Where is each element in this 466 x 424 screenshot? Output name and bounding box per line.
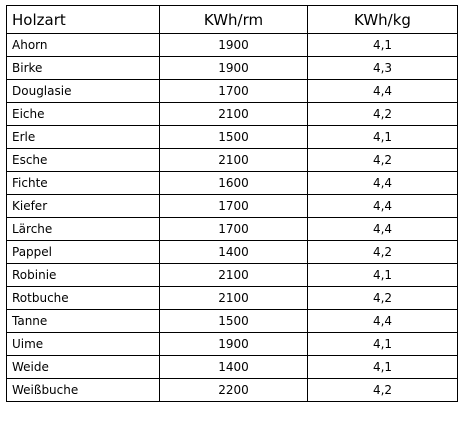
cell-kwh-rm: 1700 <box>159 79 308 103</box>
cell-holzart: Weißbuche <box>6 378 160 402</box>
cell-kwh-kg: 4,2 <box>307 240 458 264</box>
cell-kwh-kg: 4,2 <box>307 102 458 126</box>
cell-kwh-rm: 1900 <box>159 332 308 356</box>
cell-holzart: Weide <box>6 355 160 379</box>
cell-kwh-rm: 1900 <box>159 33 308 57</box>
table-row: Ahorn 1900 4,1 <box>6 33 458 57</box>
cell-kwh-rm: 1600 <box>159 171 308 195</box>
cell-kwh-rm: 1500 <box>159 125 308 149</box>
cell-kwh-kg: 4,1 <box>307 355 458 379</box>
table-row: Uime 1900 4,1 <box>6 332 458 356</box>
cell-kwh-kg: 4,1 <box>307 263 458 287</box>
table-body: Ahorn 1900 4,1 Birke 1900 4,3 Douglasie 1700 4,4… <box>6 33 458 402</box>
cell-kwh-kg: 4,3 <box>307 56 458 80</box>
cell-kwh-kg: 4,1 <box>307 125 458 149</box>
cell-holzart: Robinie <box>6 263 160 287</box>
header-kwh-rm: KWh/rm <box>159 5 308 34</box>
table-row: Erle 1500 4,1 <box>6 125 458 149</box>
cell-holzart: Uime <box>6 332 160 356</box>
table-header: Holzart KWh/rm KWh/kg <box>6 5 458 34</box>
cell-holzart: Douglasie <box>6 79 160 103</box>
cell-kwh-rm: 1700 <box>159 217 308 241</box>
cell-kwh-kg: 4,4 <box>307 309 458 333</box>
cell-kwh-rm: 1400 <box>159 240 308 264</box>
cell-kwh-rm: 1900 <box>159 56 308 80</box>
cell-kwh-rm: 2100 <box>159 148 308 172</box>
table-row: Rotbuche 2100 4,2 <box>6 286 458 310</box>
cell-kwh-rm: 1400 <box>159 355 308 379</box>
cell-kwh-kg: 4,1 <box>307 332 458 356</box>
cell-holzart: Fichte <box>6 171 160 195</box>
cell-holzart: Eiche <box>6 102 160 126</box>
header-holzart: Holzart <box>6 5 160 34</box>
table-row: Weißbuche 2200 4,2 <box>6 378 458 402</box>
cell-kwh-rm: 2100 <box>159 286 308 310</box>
header-row: Holzart KWh/rm KWh/kg <box>6 5 458 34</box>
cell-kwh-kg: 4,4 <box>307 79 458 103</box>
cell-kwh-rm: 1700 <box>159 194 308 218</box>
table-row: Robinie 2100 4,1 <box>6 263 458 287</box>
cell-kwh-kg: 4,2 <box>307 148 458 172</box>
cell-holzart: Ahorn <box>6 33 160 57</box>
table-row: Fichte 1600 4,4 <box>6 171 458 195</box>
cell-holzart: Pappel <box>6 240 160 264</box>
cell-kwh-kg: 4,4 <box>307 217 458 241</box>
cell-holzart: Rotbuche <box>6 286 160 310</box>
cell-kwh-kg: 4,1 <box>307 33 458 57</box>
cell-kwh-kg: 4,4 <box>307 171 458 195</box>
table-row: Esche 2100 4,2 <box>6 148 458 172</box>
cell-holzart: Kiefer <box>6 194 160 218</box>
cell-holzart: Esche <box>6 148 160 172</box>
wood-energy-table: Holzart KWh/rm KWh/kg Ahorn 1900 4,1 Birke 1… <box>6 5 458 402</box>
cell-kwh-kg: 4,2 <box>307 378 458 402</box>
header-kwh-kg: KWh/kg <box>307 5 458 34</box>
cell-holzart: Tanne <box>6 309 160 333</box>
table-row: Tanne 1500 4,4 <box>6 309 458 333</box>
table-row: Lärche 1700 4,4 <box>6 217 458 241</box>
cell-kwh-kg: 4,4 <box>307 194 458 218</box>
table-row: Weide 1400 4,1 <box>6 355 458 379</box>
table-row: Kiefer 1700 4,4 <box>6 194 458 218</box>
table-row: Eiche 2100 4,2 <box>6 102 458 126</box>
cell-kwh-kg: 4,2 <box>307 286 458 310</box>
table-row: Douglasie 1700 4,4 <box>6 79 458 103</box>
wood-energy-table-container: Holzart KWh/rm KWh/kg Ahorn 1900 4,1 Birke 1… <box>6 5 458 402</box>
cell-holzart: Birke <box>6 56 160 80</box>
cell-holzart: Erle <box>6 125 160 149</box>
cell-holzart: Lärche <box>6 217 160 241</box>
cell-kwh-rm: 2100 <box>159 263 308 287</box>
cell-kwh-rm: 2200 <box>159 378 308 402</box>
table-row: Pappel 1400 4,2 <box>6 240 458 264</box>
cell-kwh-rm: 2100 <box>159 102 308 126</box>
table-row: Birke 1900 4,3 <box>6 56 458 80</box>
cell-kwh-rm: 1500 <box>159 309 308 333</box>
